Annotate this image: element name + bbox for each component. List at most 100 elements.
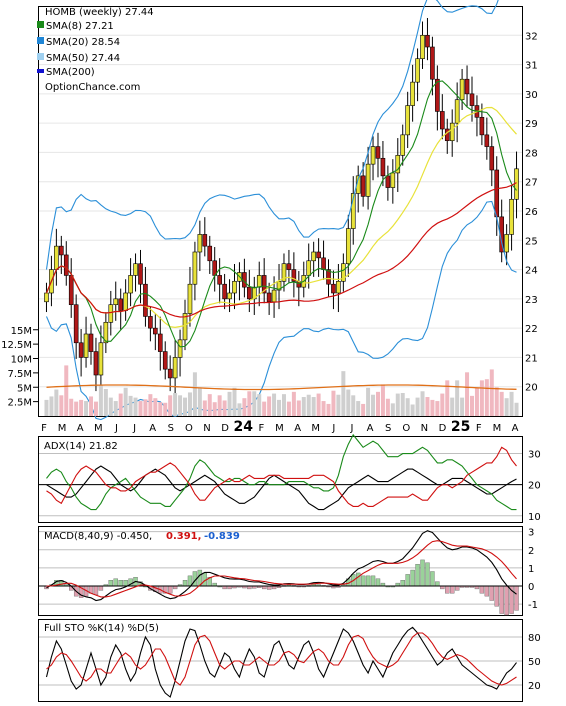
x-tick-label: J	[349, 423, 353, 434]
volume-bar	[84, 401, 89, 416]
candle-body	[444, 128, 450, 142]
candle-body	[326, 269, 331, 285]
volume-bar	[89, 396, 94, 416]
volume-bar	[44, 399, 49, 416]
candle-body	[172, 357, 178, 379]
macd-histogram-bar	[365, 575, 371, 587]
volume-bar	[326, 403, 331, 416]
x-tick-label: F	[476, 423, 482, 434]
volume-bar	[242, 398, 247, 416]
price-tick-label: 27	[525, 178, 538, 189]
macd-histogram-bar	[494, 585, 499, 607]
volume-bar	[400, 393, 405, 416]
adx-title: ADX(14) 21.82	[44, 441, 118, 452]
volume-bar	[113, 401, 118, 416]
volume-bar	[158, 402, 163, 416]
volume-average-line	[46, 384, 517, 391]
price-panel: 32 31 30 29 28 27 26 25 24 23 22 21 20	[39, 0, 538, 421]
candle-body	[182, 313, 188, 341]
candle-body	[410, 81, 415, 106]
macd-histogram-bar	[98, 585, 104, 591]
candle-body	[370, 146, 376, 165]
volume-bar	[435, 401, 440, 416]
candle-body	[63, 254, 69, 276]
volume-bar	[469, 395, 474, 416]
indicator-tick-label: -1	[528, 600, 538, 611]
candle-body	[247, 286, 252, 300]
candle-body	[232, 280, 237, 294]
candle-body	[311, 251, 316, 262]
sto-title: Full STO %K(14) %D(5)	[44, 623, 159, 634]
volume-bar	[460, 397, 465, 416]
candle-body	[415, 58, 420, 83]
volume-bar	[291, 391, 296, 416]
legend-swatch-sma20	[37, 37, 44, 44]
legend-sma8: SMA(8) 27.21	[46, 21, 114, 32]
indicator-tick-label: 3	[528, 528, 534, 539]
volume-bar	[504, 398, 509, 416]
volume-bar	[296, 400, 301, 416]
volume-bar	[222, 400, 227, 416]
candle-body	[222, 283, 227, 300]
volume-bar	[59, 395, 64, 416]
volume-bar	[410, 404, 415, 416]
candle-body	[286, 263, 292, 270]
x-tick-label: 24	[234, 419, 254, 435]
volume-bar	[415, 397, 420, 416]
volume-bar	[143, 399, 148, 416]
indicator-line-adx-14-	[46, 465, 517, 511]
volume-bar	[385, 398, 390, 416]
x-tick-label: M	[58, 423, 67, 434]
macd-histogram-bar	[360, 575, 366, 587]
candle-body	[187, 283, 193, 314]
candle-body	[345, 228, 351, 265]
macd-title: MACD(8,40,9) -0.450,	[44, 531, 152, 542]
volume-bar	[202, 400, 207, 416]
indicator-tick-label: 1	[528, 564, 534, 575]
x-tick-label: M	[275, 423, 284, 434]
indicator-line--di	[46, 446, 517, 507]
volume-bar	[232, 387, 237, 416]
candle-body	[68, 275, 74, 306]
candle-body	[454, 99, 460, 124]
candle-body	[256, 275, 262, 288]
candle-body	[266, 292, 272, 303]
candle-body	[469, 93, 475, 106]
volume-tick-label: 2.5M	[7, 398, 32, 409]
candle-body	[291, 269, 297, 282]
candle-body	[405, 105, 410, 136]
volume-bar	[375, 391, 380, 416]
volume-bar	[405, 398, 410, 416]
volume-bar	[197, 387, 202, 416]
volume-bar	[108, 397, 113, 416]
candle-body	[336, 280, 341, 294]
candle-body	[113, 298, 119, 306]
volume-bar	[207, 394, 212, 416]
x-tick-label: 25	[451, 419, 470, 435]
volume-bar	[286, 401, 291, 416]
macd-histogram-bar	[435, 581, 440, 587]
volume-bar	[484, 379, 489, 416]
price-tick-label: 26	[525, 207, 538, 218]
candle-body	[207, 245, 213, 262]
candle-body	[425, 34, 430, 48]
macd-histogram-bar	[445, 585, 450, 594]
volume-bar	[380, 384, 385, 416]
legend-swatch-sma50	[37, 53, 44, 60]
indicator-line--d	[46, 632, 517, 686]
volume-bar	[118, 393, 123, 416]
macd-hist-label: -0.839	[204, 531, 240, 542]
volume-bar	[103, 388, 108, 416]
candle-body	[271, 289, 277, 303]
macd-panel: 3 2 1 0 -1	[39, 528, 538, 616]
x-tick-label: D	[439, 423, 447, 434]
indicator-tick-label: 50	[528, 657, 541, 668]
sma50-line	[45, 182, 517, 318]
macd-histogram-bar	[405, 574, 410, 587]
volume-bar	[465, 372, 470, 416]
volume-bar	[192, 372, 197, 416]
candle-body	[420, 34, 425, 60]
price-tick-label: 30	[525, 90, 538, 101]
x-tick-label: J	[114, 423, 118, 434]
